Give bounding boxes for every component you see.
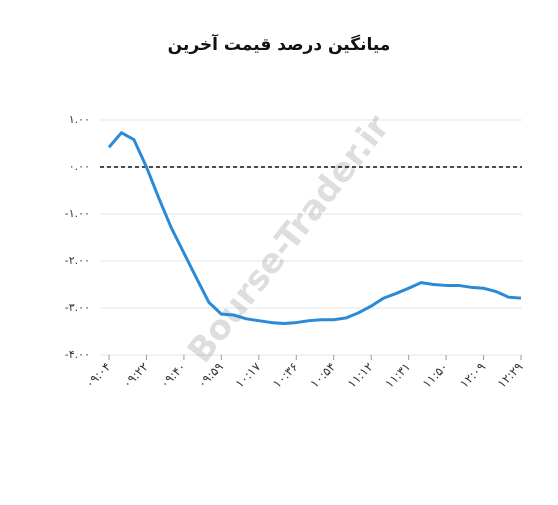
y-tick-label: -۱.۰۰ bbox=[65, 207, 90, 220]
chart-title: میانگین درصد قیمت آخرین bbox=[168, 33, 391, 55]
watermark: Bourse-Trader.ir bbox=[180, 107, 398, 370]
x-tick-label: ۰۹:۵۹ bbox=[195, 360, 226, 391]
x-tick-label: ۱۱:۳۱ bbox=[382, 360, 413, 391]
x-tick-label: ۱۲:۲۹ bbox=[495, 360, 526, 391]
x-tick-label: ۱۰:۱۷ bbox=[232, 359, 263, 390]
x-tick-label: ۰۹:۴۰ bbox=[158, 360, 189, 391]
x-tick-label: ۱۰:۵۴ bbox=[307, 360, 338, 391]
y-tick-label: -۲.۰۰ bbox=[65, 254, 90, 267]
x-tick-label: ۱۲:۰۹ bbox=[457, 360, 488, 391]
x-tick-label: ۱۱:۱۲ bbox=[345, 360, 376, 391]
x-tick-label: ۰۹:۲۲ bbox=[120, 360, 151, 391]
y-tick-label: -۴.۰۰ bbox=[65, 348, 90, 361]
x-tick-label: ۱۰:۳۶ bbox=[270, 360, 301, 391]
y-tick-label: ۱.۰۰ bbox=[69, 113, 90, 126]
x-tick-label: ۱۱:۵۰ bbox=[420, 360, 451, 391]
x-tick-label: ۰۹:۰۴ bbox=[83, 360, 114, 391]
data-line bbox=[107, 131, 522, 326]
y-tick-label: -۳.۰۰ bbox=[65, 301, 90, 314]
y-tick-label: ۰.۰۰ bbox=[69, 160, 90, 173]
